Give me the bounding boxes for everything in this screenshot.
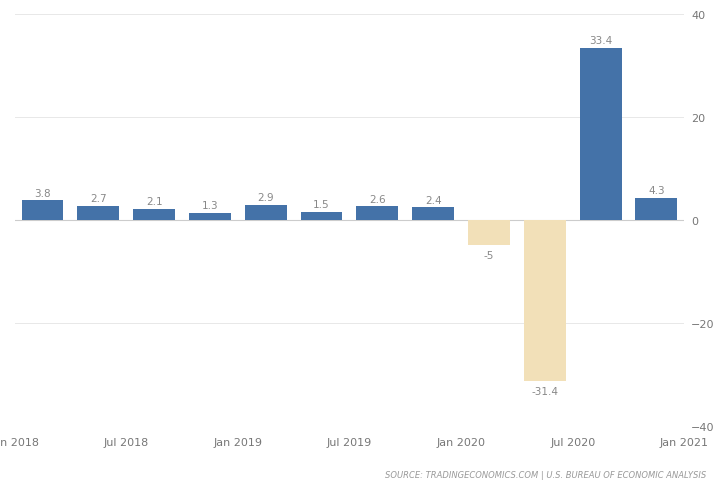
- Text: 2.9: 2.9: [258, 193, 274, 203]
- Text: 2.7: 2.7: [90, 194, 106, 204]
- Text: -5: -5: [484, 250, 494, 260]
- Bar: [636, 198, 677, 220]
- Text: -31.4: -31.4: [531, 386, 558, 396]
- Bar: [189, 213, 231, 220]
- Text: 1.3: 1.3: [202, 201, 218, 211]
- Bar: [579, 48, 622, 220]
- Text: 2.6: 2.6: [369, 194, 386, 204]
- Text: 3.8: 3.8: [34, 188, 51, 198]
- Bar: [133, 210, 175, 220]
- Bar: [77, 206, 119, 220]
- Text: SOURCE: TRADINGECONOMICS.COM | U.S. BUREAU OF ECONOMIC ANALYSIS: SOURCE: TRADINGECONOMICS.COM | U.S. BURE…: [385, 470, 706, 479]
- Text: 2.4: 2.4: [425, 196, 441, 205]
- Bar: [245, 205, 287, 220]
- Text: 1.5: 1.5: [313, 200, 330, 210]
- Text: 2.1: 2.1: [146, 197, 162, 207]
- Bar: [524, 220, 566, 382]
- Text: 4.3: 4.3: [648, 185, 665, 196]
- Bar: [468, 220, 510, 246]
- Bar: [412, 208, 454, 220]
- Text: 33.4: 33.4: [589, 36, 612, 46]
- Bar: [22, 201, 63, 220]
- Bar: [357, 207, 398, 220]
- Bar: [301, 212, 342, 220]
